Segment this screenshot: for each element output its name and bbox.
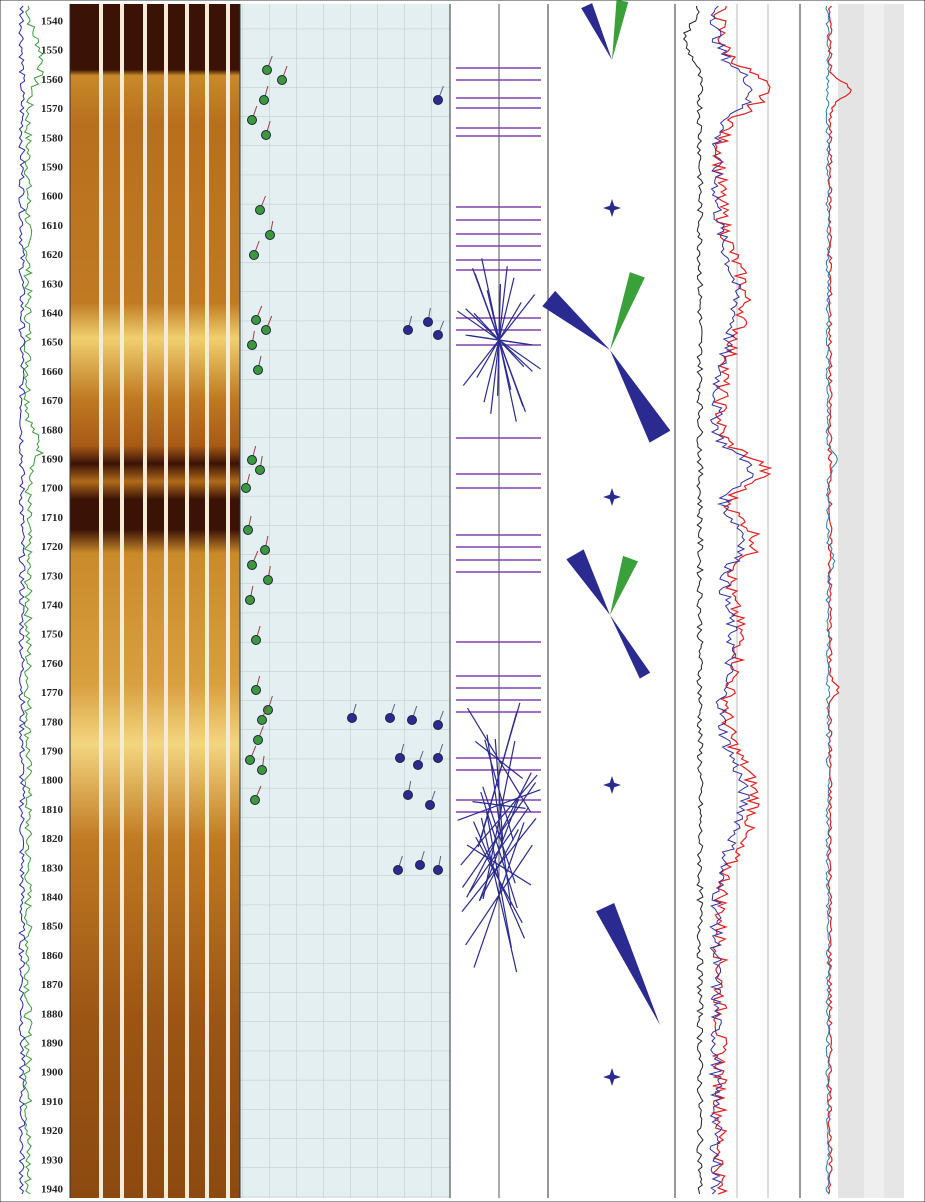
- depth-label: 1680: [41, 424, 64, 436]
- depth-label: 1920: [41, 1125, 64, 1137]
- tadpole: [434, 96, 443, 105]
- depth-label: 1640: [41, 308, 64, 320]
- tadpole: [250, 251, 259, 260]
- depth-label: 1860: [41, 950, 64, 962]
- tadpole: [248, 341, 257, 350]
- tadpole: [262, 326, 271, 335]
- depth-label: 1580: [41, 132, 64, 144]
- depth-label: 1900: [41, 1067, 64, 1079]
- tadpole: [266, 231, 275, 240]
- tadpole: [264, 576, 273, 585]
- tadpole-grid: [240, 4, 450, 1198]
- depth-label: 1750: [41, 629, 64, 641]
- tadpole: [434, 331, 443, 340]
- tadpole: [434, 721, 443, 730]
- tadpole: [408, 716, 417, 725]
- tadpole: [254, 366, 263, 375]
- depth-label: 1850: [41, 921, 64, 933]
- tadpole: [404, 326, 413, 335]
- depth-label: 1760: [41, 658, 64, 670]
- depth-label: 1550: [41, 45, 64, 57]
- depth-label: 1730: [41, 570, 64, 582]
- tadpole: [252, 686, 261, 695]
- tadpole: [248, 456, 257, 465]
- image-track: [70, 4, 240, 1198]
- depth-label: 1780: [41, 716, 64, 728]
- depth-label: 1930: [41, 1154, 64, 1166]
- depth-label: 1700: [41, 483, 64, 495]
- depth-label: 1660: [41, 366, 64, 378]
- tadpole: [396, 754, 405, 763]
- tadpole: [258, 716, 267, 725]
- depth-label: 1770: [41, 687, 64, 699]
- depth-label: 1820: [41, 833, 64, 845]
- well-log: 1540 1550 1560 1570 1580 1590 1600 1610 1620 1630…: [0, 0, 925, 1202]
- tadpole: [394, 866, 403, 875]
- tadpole: [258, 766, 267, 775]
- tadpole: [263, 66, 272, 75]
- tadpole: [246, 756, 255, 765]
- depth-label: 1630: [41, 278, 64, 290]
- depth-label: 1840: [41, 892, 64, 904]
- tadpole: [434, 866, 443, 875]
- depth-label: 1670: [41, 395, 64, 407]
- depth-label: 1880: [41, 1008, 64, 1020]
- depth-label: 1650: [41, 337, 64, 349]
- tadpole: [414, 761, 423, 770]
- depth-label: 1540: [41, 16, 64, 28]
- depth-label: 1890: [41, 1038, 64, 1050]
- tadpole: [252, 636, 261, 645]
- depth-label: 1710: [41, 512, 64, 524]
- tadpole: [404, 791, 413, 800]
- tadpole: [261, 546, 270, 555]
- depth-label: 1810: [41, 804, 64, 816]
- depth-label: 1940: [41, 1184, 64, 1196]
- depth-label: 1910: [41, 1096, 64, 1108]
- tadpole: [252, 316, 261, 325]
- tadpole: [260, 96, 269, 105]
- shade-bands: [838, 4, 904, 1198]
- depth-label: 1690: [41, 454, 64, 466]
- tadpole: [256, 466, 265, 475]
- tadpole: [248, 561, 257, 570]
- tadpole: [386, 714, 395, 723]
- tadpole: [434, 754, 443, 763]
- tadpole: [348, 714, 357, 723]
- depth-labels: 1540 1550 1560 1570 1580 1590 1600 1610 1620 1630…: [41, 16, 64, 1196]
- depth-label: 1600: [41, 191, 64, 203]
- tadpole: [246, 596, 255, 605]
- tadpole: [248, 116, 257, 125]
- tadpole: [426, 801, 435, 810]
- depth-label: 1870: [41, 979, 64, 991]
- tadpole: [424, 318, 433, 327]
- depth-label: 1610: [41, 220, 64, 232]
- depth-label: 1570: [41, 103, 64, 115]
- depth-label: 1830: [41, 862, 64, 874]
- tadpole: [251, 796, 260, 805]
- depth-label: 1720: [41, 541, 64, 553]
- tadpole: [254, 736, 263, 745]
- depth-label: 1560: [41, 74, 64, 86]
- tadpole: [278, 76, 287, 85]
- depth-label: 1740: [41, 600, 64, 612]
- tadpole: [242, 484, 251, 493]
- tadpole: [256, 206, 265, 215]
- tadpole: [244, 526, 253, 535]
- tadpole: [262, 131, 271, 140]
- tadpole: [416, 861, 425, 870]
- depth-label: 1620: [41, 249, 64, 261]
- depth-label: 1800: [41, 775, 64, 787]
- depth-label: 1790: [41, 746, 64, 758]
- depth-label: 1590: [41, 162, 64, 174]
